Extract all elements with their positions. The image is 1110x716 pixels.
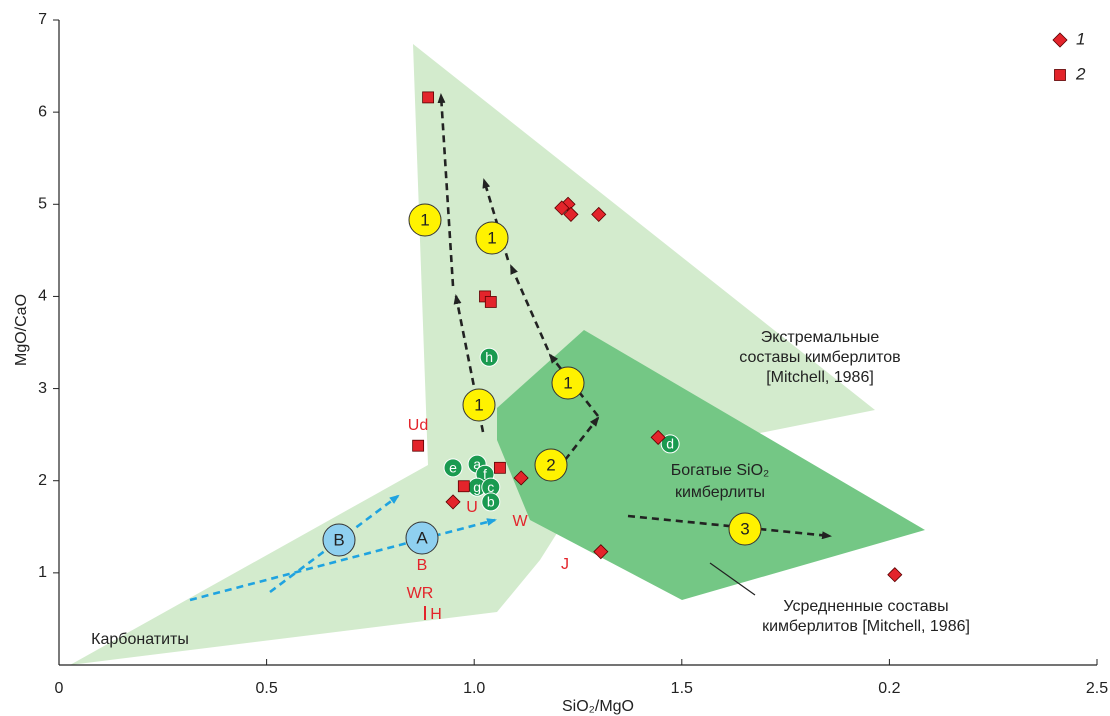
annotation: Экстремальные: [761, 329, 880, 346]
point-label: f: [483, 466, 487, 482]
yellow-marker: 1: [551, 366, 585, 400]
diamond-point: [445, 494, 461, 510]
x-tick-label: 0.5: [255, 680, 277, 697]
marker-label: A: [416, 528, 428, 547]
point-label: b: [487, 494, 495, 510]
x-tick-label: 0.2: [878, 680, 900, 697]
x-tick-label: 2.5: [1086, 680, 1108, 697]
marker-label: 3: [740, 519, 749, 538]
y-axis-label: MgO/CaO: [13, 294, 30, 366]
legend-label: 2: [1075, 64, 1086, 83]
diamond-point: [513, 470, 529, 486]
rich-sio2-field: [497, 330, 925, 600]
square-point: [457, 480, 470, 493]
arrow: [269, 494, 400, 594]
square-point: [494, 461, 506, 474]
carbonatite-kimberlite-field: [70, 44, 875, 665]
sample-label: B: [417, 557, 428, 574]
marker-label: 2: [546, 455, 555, 474]
annotation: кимберлитов [Mitchell, 1986]: [762, 618, 970, 635]
marker-label: 1: [563, 373, 572, 392]
markers: 1 1 1 1 2 3 B A: [322, 203, 762, 557]
square-point: [412, 439, 425, 452]
annotation: [Mitchell, 1986]: [766, 369, 874, 386]
y-tick-label: 1: [38, 564, 47, 581]
x-tick-label: 0: [55, 680, 64, 697]
labeled-point: [479, 347, 499, 367]
sample-label: J: [561, 556, 569, 573]
x-tick-label: 1.5: [671, 680, 693, 697]
sample-label: H: [430, 606, 442, 623]
sample-label: Ud: [408, 417, 428, 434]
yellow-marker: 1: [462, 388, 496, 422]
diamond-point: [554, 200, 570, 216]
y-tick-label: 2: [38, 472, 47, 489]
blue-marker: B: [322, 523, 356, 557]
regions: [70, 44, 925, 665]
labeled-point: [443, 458, 463, 478]
legend-marker: [1052, 32, 1068, 48]
diamond-point: [887, 567, 903, 583]
diamond-point: [563, 206, 579, 222]
square-point: [484, 296, 497, 308]
diamond-point: [591, 206, 607, 222]
point-label: a: [473, 456, 481, 472]
x-tick-label: 1.0: [463, 680, 485, 697]
point-label: c: [487, 479, 494, 495]
arrow: [509, 264, 550, 351]
annotation: Усредненные составы: [783, 598, 948, 615]
annotation: Карбонатиты: [91, 631, 189, 648]
marker-label: 1: [474, 395, 483, 414]
labeled-point: [660, 434, 680, 454]
points: e afg cb h d: [412, 91, 903, 583]
yellow-marker: 1: [408, 203, 442, 237]
x-axis-label: SiO₂/MgO: [562, 698, 634, 715]
marker-label: 1: [487, 228, 496, 247]
y-tick-label: 3: [38, 380, 47, 397]
labeled-point: [481, 492, 501, 512]
yellow-marker: 1: [475, 221, 509, 255]
annotation: кимберлиты: [675, 484, 765, 501]
sample-label: W: [512, 513, 528, 530]
leader-line: [709, 562, 756, 596]
yellow-marker: 2: [534, 448, 568, 482]
sample-label: WR: [407, 585, 434, 602]
diamond-point: [650, 429, 666, 445]
marker-label: 1: [420, 210, 429, 229]
arrow: [437, 93, 455, 287]
arrow: [189, 518, 497, 602]
legend-label: 1: [1076, 29, 1085, 48]
yellow-marker: 3: [728, 512, 762, 546]
y-tick-label: 6: [38, 103, 47, 120]
arrow: [563, 416, 600, 461]
annotation: составы кимберлитов: [739, 349, 900, 366]
point-label: d: [666, 436, 674, 452]
blue-marker: A: [405, 521, 439, 555]
diamond-point: [593, 544, 609, 560]
annotation: Богатые SiO₂: [671, 462, 769, 479]
y-tick-label: 5: [38, 196, 47, 213]
point-label: h: [485, 349, 493, 365]
marker-label: B: [333, 530, 344, 549]
point-label: e: [449, 460, 457, 476]
annotations: Экстремальные составы кимберлитов [Mitch…: [91, 329, 970, 648]
y-tick-label: 4: [38, 288, 47, 305]
sample-label: U: [466, 499, 478, 516]
square-point: [422, 91, 435, 104]
legend-marker: [1054, 69, 1066, 81]
axes: 0 0.5 1.0 1.5 0.2 2.5 1 2 3 4 5 6 7 SiO₂/MgO MgO/CaO 1 2: [13, 11, 1108, 715]
y-tick-label: 7: [38, 11, 47, 28]
trend-arrows: [189, 93, 832, 620]
point-label: g: [473, 479, 481, 495]
